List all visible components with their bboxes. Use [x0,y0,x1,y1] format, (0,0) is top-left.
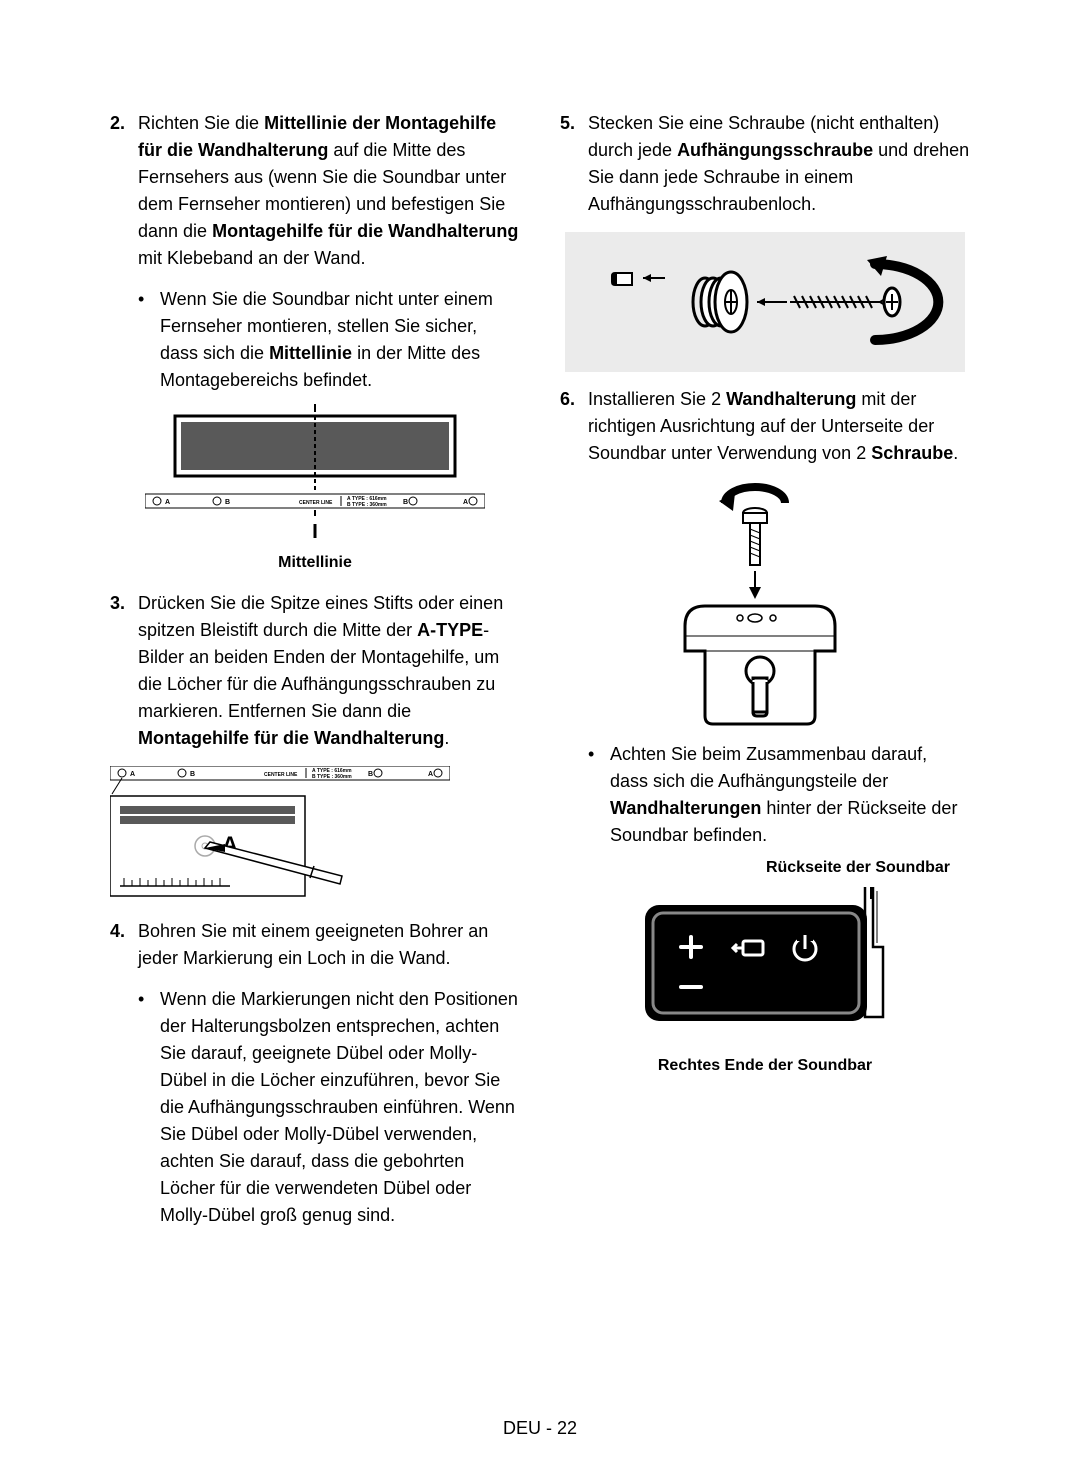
step-6: 6. Installieren Sie 2 Wandhalterung mit … [560,386,970,467]
figure-bracket [635,481,895,731]
right-column: 5. Stecken Sie eine Schraube (nicht enth… [560,110,970,1229]
step-2: 2. Richten Sie die Mittellinie der Monta… [110,110,520,272]
svg-text:CENTER LINE: CENTER LINE [299,500,333,506]
bullet-body: Wenn die Markierungen nicht den Position… [160,986,520,1229]
step-number: 4. [110,918,138,972]
step-body: Drücken Sie die Spitze eines Stifts oder… [138,590,520,752]
step-4: 4. Bohren Sie mit einem geeigneten Bohre… [110,918,520,972]
figure-mark-holes: A B CENTER LINE A TYPE : 616mm B TYPE : … [110,766,450,906]
svg-text:A: A [463,499,468,506]
figure-screw-assembly [565,232,965,372]
figure-caption-centerline: Mittellinie [110,554,520,572]
step-5: 5. Stecken Sie eine Schraube (nicht enth… [560,110,970,218]
svg-text:B: B [403,499,408,506]
step-body: Richten Sie die Mittellinie der Montageh… [138,110,520,272]
step-body: Bohren Sie mit einem geeigneten Bohrer a… [138,918,520,972]
step-number: 5. [560,110,588,218]
svg-text:A: A [428,771,433,778]
step-number: 2. [110,110,138,272]
left-column: 2. Richten Sie die Mittellinie der Monta… [110,110,520,1229]
step-2-bullet: • Wenn Sie die Soundbar nicht unter eine… [138,286,520,394]
svg-text:B TYPE : 360mm: B TYPE : 360mm [312,774,352,780]
svg-text:A: A [165,499,170,506]
bullet-body: Achten Sie beim Zusammenbau darauf, dass… [610,741,970,849]
step-4-bullet: • Wenn die Markierungen nicht den Positi… [138,986,520,1229]
step-number: 3. [110,590,138,752]
step-3: 3. Drücken Sie die Spitze eines Stifts o… [110,590,520,752]
figure-side-view [625,887,905,1047]
svg-text:B: B [368,771,373,778]
svg-text:A: A [130,771,135,778]
svg-text:B: B [190,771,195,778]
bullet-body: Wenn Sie die Soundbar nicht unter einem … [160,286,520,394]
step-body: Installieren Sie 2 Wandhalterung mit der… [588,386,970,467]
caption-rear: Rückseite der Soundbar [560,859,970,877]
step-body: Stecken Sie eine Schraube (nicht enthalt… [588,110,970,218]
step-6-bullet: • Achten Sie beim Zusammenbau darauf, da… [588,741,970,849]
svg-text:CENTER LINE: CENTER LINE [264,772,298,778]
caption-right-end: Rechtes Ende der Soundbar [560,1057,970,1075]
svg-text:B TYPE : 360mm: B TYPE : 360mm [347,502,387,508]
figure-centerline: A B CENTER LINE A TYPE : 616mm B TYPE : … [145,404,485,544]
page-footer: DEU - 22 [0,1418,1080,1439]
svg-text:B: B [225,499,230,506]
step-number: 6. [560,386,588,467]
